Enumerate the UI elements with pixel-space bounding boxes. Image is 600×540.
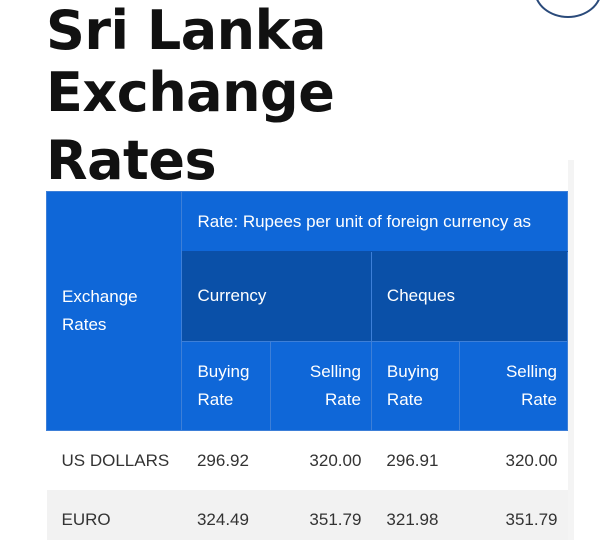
row-cheques-selling: 351.79 xyxy=(459,490,568,540)
exchange-rate-table-container[interactable]: Exchange Rates Rate: Rupees per unit of … xyxy=(46,191,568,540)
row-currency-name: EURO xyxy=(46,490,182,540)
exchange-rate-table: Exchange Rates Rate: Rupees per unit of … xyxy=(46,191,568,540)
header-rate-note: Rate: Rupees per unit of foreign currenc… xyxy=(181,191,568,253)
row-currency-selling: 351.79 xyxy=(270,490,372,540)
table-row: EURO 324.49 351.79 321.98 351.79 xyxy=(46,490,568,540)
page-title: Sri Lanka Exchange Rates xyxy=(46,0,600,192)
header-cheques-buying: Buying Rate xyxy=(370,340,461,432)
header-exchange-rates: Exchange Rates xyxy=(46,191,183,431)
header-cheques-selling: Selling Rate xyxy=(459,340,568,432)
table-scroll-edge xyxy=(568,160,574,540)
header-currency: Currency xyxy=(181,251,372,342)
page-title-line-2: Rates xyxy=(46,129,217,192)
header-currency-buying: Buying Rate xyxy=(181,340,271,432)
row-cheques-buying: 321.98 xyxy=(371,490,460,540)
row-currency-name: US DOLLARS xyxy=(46,430,182,490)
table-row: US DOLLARS 296.92 320.00 296.91 320.00 xyxy=(46,430,568,490)
header-cheques: Cheques xyxy=(370,251,568,342)
row-currency-buying: 296.92 xyxy=(181,430,271,490)
row-cheques-buying: 296.91 xyxy=(371,430,460,490)
header-currency-selling: Selling Rate xyxy=(269,340,372,432)
row-cheques-selling: 320.00 xyxy=(459,430,568,490)
row-currency-buying: 324.49 xyxy=(181,490,271,540)
row-currency-selling: 320.00 xyxy=(270,430,372,490)
page-title-line-1: Sri Lanka Exchange xyxy=(46,0,335,124)
